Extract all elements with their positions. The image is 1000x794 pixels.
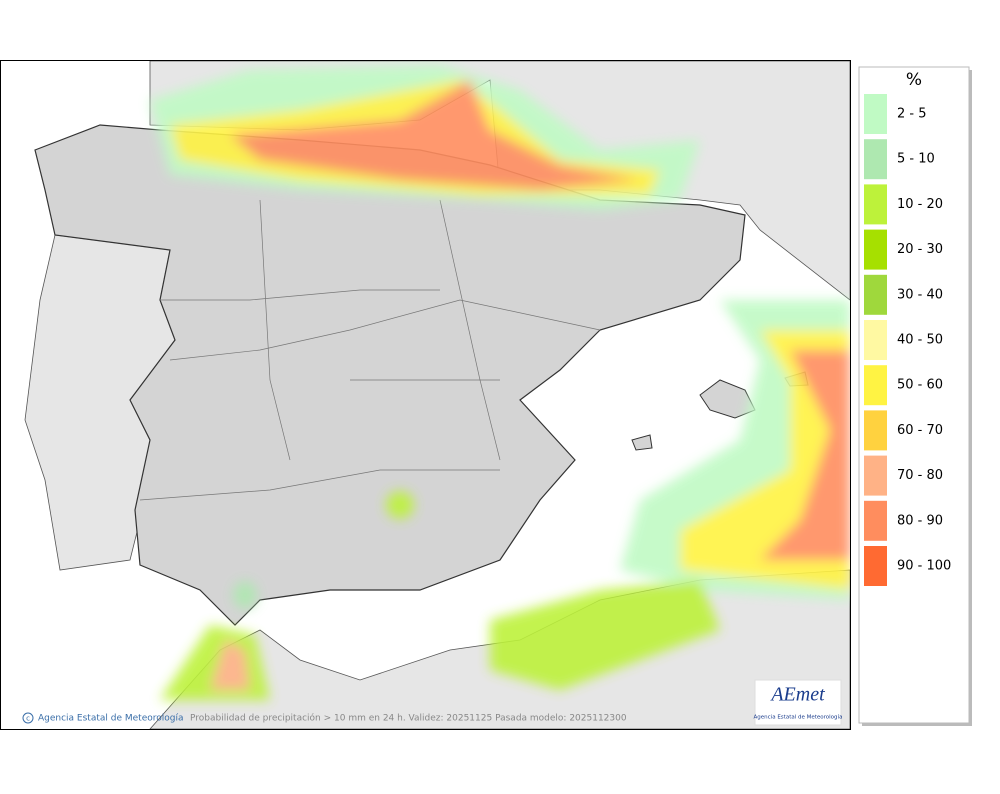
legend-label: 70 - 80 — [897, 468, 943, 483]
legend-label: 80 - 90 — [897, 513, 943, 528]
logo-subtitle: Agencia Estatal de Meteorología — [754, 714, 843, 721]
legend-swatch — [864, 229, 887, 270]
map-frame — [0, 60, 851, 730]
map: c Agencia Estatal de Meteorología Probab… — [1, 61, 850, 729]
legend-swatch — [864, 365, 887, 406]
legend-label: 60 - 70 — [897, 423, 943, 438]
legend-label: 40 - 50 — [897, 333, 943, 348]
copyright-c: c — [26, 715, 30, 723]
legend-swatch — [864, 500, 887, 541]
legend-label: 2 - 5 — [897, 107, 927, 122]
legend-swatch — [864, 410, 887, 451]
legend-swatch — [864, 546, 887, 586]
legend-swatch — [864, 320, 887, 360]
legend-label: 50 - 60 — [897, 378, 943, 393]
legend-label: 30 - 40 — [897, 287, 943, 302]
legend-title: % — [906, 70, 922, 90]
legend-swatch — [864, 455, 887, 496]
copyright-icon — [22, 712, 34, 724]
legend-items: 2 - 5 5 - 10 10 - 20 20 - 30 30 - 40 40 - 50 5… — [864, 94, 951, 586]
ibiza — [631, 434, 653, 451]
logo-box — [754, 679, 842, 726]
logo-text: AEmet — [769, 684, 825, 706]
legend-label: 20 - 30 — [897, 242, 943, 257]
precipitation — [150, 65, 850, 700]
legend-label: 5 - 10 — [897, 152, 935, 167]
legend-swatch — [864, 274, 887, 315]
caption: Probabilidad de precipitación > 10 mm en… — [190, 713, 627, 724]
legend-label: 90 - 100 — [897, 559, 951, 574]
legend-swatch — [864, 94, 887, 134]
legend-swatch — [864, 139, 887, 180]
legend-swatch — [864, 184, 887, 225]
credit: Agencia Estatal de Meteorología — [38, 714, 184, 724]
region-borders — [139, 199, 601, 501]
legend-label: 10 - 20 — [897, 197, 943, 212]
